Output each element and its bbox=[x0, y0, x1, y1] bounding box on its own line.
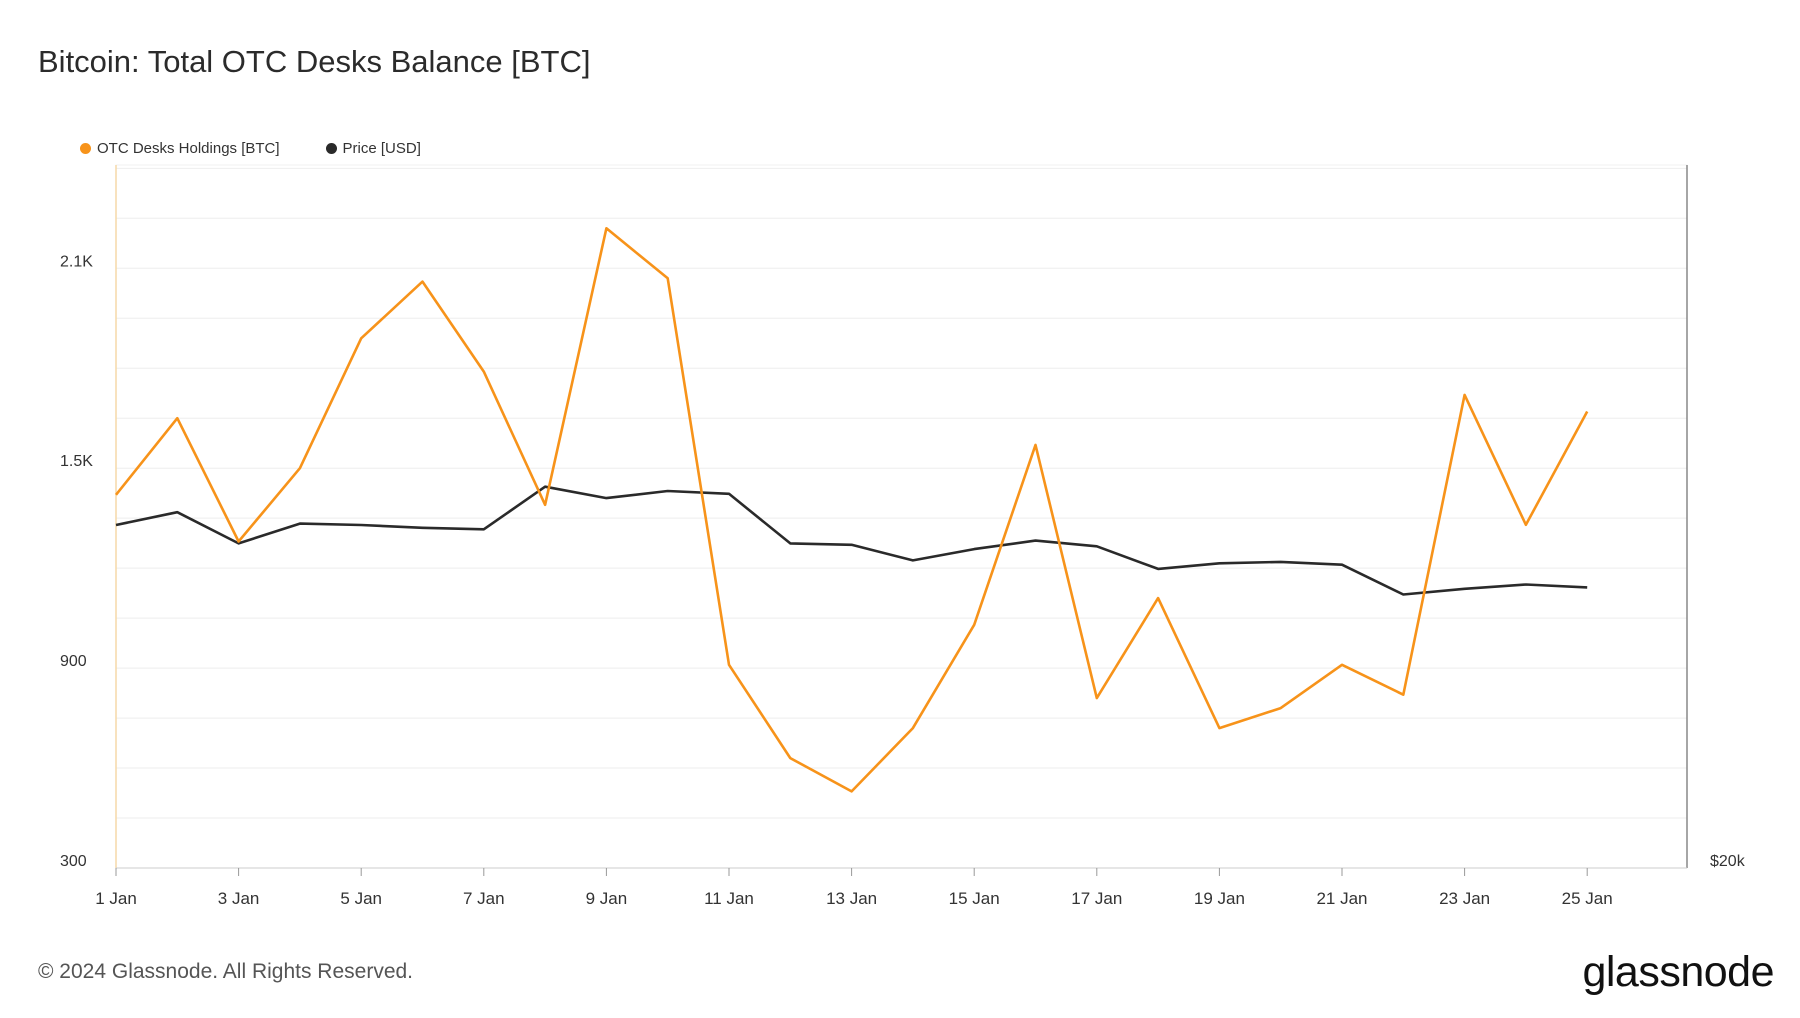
legend-holdings-label: OTC Desks Holdings [BTC] bbox=[97, 140, 280, 157]
x-tick-label: 1 Jan bbox=[95, 889, 137, 908]
legend-holdings-dot bbox=[80, 143, 91, 154]
x-tick-label: 17 Jan bbox=[1071, 889, 1122, 908]
copyright-footer: © 2024 Glassnode. All Rights Reserved. bbox=[38, 960, 414, 983]
x-tick-label: 3 Jan bbox=[218, 889, 260, 908]
legend-item-holdings[interactable]: OTC Desks Holdings [BTC] bbox=[80, 140, 280, 157]
x-tick-label: 11 Jan bbox=[704, 889, 754, 908]
x-tick-label: 21 Jan bbox=[1316, 889, 1367, 908]
x-tick-label: 9 Jan bbox=[586, 889, 628, 908]
glassnode-logo: glassnode bbox=[1582, 948, 1774, 996]
x-tick-label: 15 Jan bbox=[949, 889, 1000, 908]
y-left-tick-label: 1.5K bbox=[60, 453, 93, 470]
y-left-tick-label: 2.1K bbox=[60, 253, 93, 270]
legend-price-dot bbox=[325, 143, 337, 154]
y-left-tick-label: 900 bbox=[60, 653, 87, 670]
x-tick-label: 7 Jan bbox=[463, 889, 505, 908]
x-tick-label: 19 Jan bbox=[1194, 889, 1245, 908]
y-right-tick-label: $20k bbox=[1710, 853, 1746, 870]
x-tick-label: 23 Jan bbox=[1439, 889, 1490, 908]
y-left-tick-label: 300 bbox=[60, 853, 87, 870]
plot-frame bbox=[115, 164, 1688, 869]
x-tick-label: 25 Jan bbox=[1562, 889, 1613, 908]
x-tick-label: 5 Jan bbox=[340, 889, 382, 908]
chart-title: Bitcoin: Total OTC Desks Balance [BTC] bbox=[38, 44, 591, 79]
legend: OTC Desks Holdings [BTC] Price [USD] bbox=[80, 140, 421, 157]
series-line-price bbox=[115, 485, 1588, 596]
series-line-holdings bbox=[114, 227, 1589, 793]
legend-price-label: Price [USD] bbox=[342, 140, 421, 157]
x-tick-label: 13 Jan bbox=[826, 889, 877, 908]
legend-item-price[interactable]: Price [USD] bbox=[325, 140, 421, 157]
